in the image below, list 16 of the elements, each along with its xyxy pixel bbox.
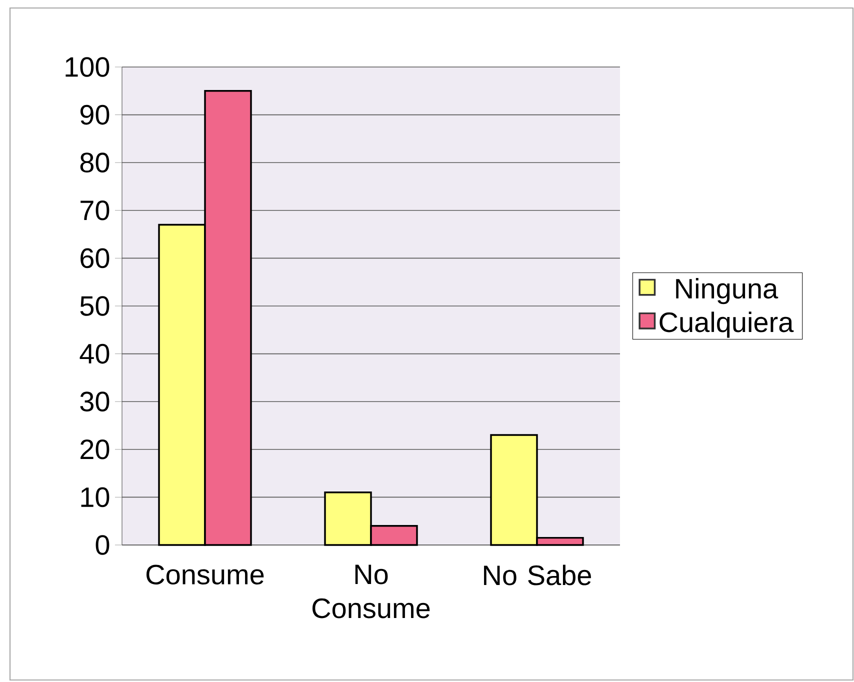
- y-tick-label: 0: [96, 535, 110, 555]
- y-tick-label: 90: [80, 104, 110, 125]
- x-tick-label: No Consume: [312, 564, 430, 618]
- y-tick-label: 20: [80, 439, 110, 460]
- y-tick-label: 100: [66, 57, 110, 77]
- y-tick-label: 50: [80, 296, 110, 316]
- legend-label: Ninguna: [676, 278, 778, 304]
- y-tick-label: 40: [80, 344, 110, 364]
- legend-label: Cualquiera: [660, 312, 794, 338]
- y-tick-label: 60: [80, 248, 110, 268]
- x-tick-label: Consume: [146, 564, 264, 585]
- y-tick-label: 70: [80, 200, 110, 220]
- x-tick-label: No Sabe: [484, 564, 591, 586]
- y-tick-label: 80: [80, 152, 110, 173]
- y-tick-label: 10: [81, 487, 110, 508]
- y-tick-label: 30: [80, 392, 110, 412]
